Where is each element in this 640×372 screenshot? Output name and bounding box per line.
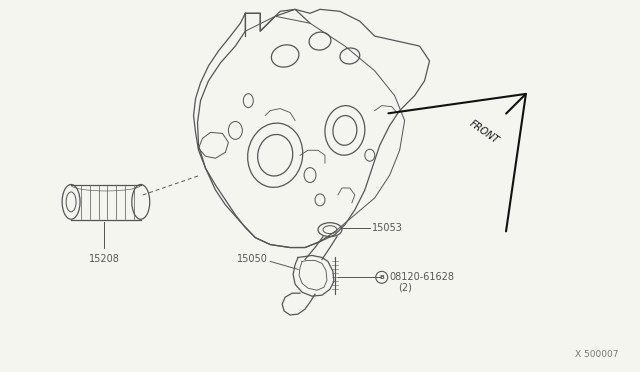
Text: B: B: [380, 275, 384, 280]
Text: 15053: 15053: [372, 223, 403, 233]
Text: 15050: 15050: [237, 254, 268, 264]
Text: X 500007: X 500007: [575, 350, 619, 359]
Text: (2): (2): [397, 282, 412, 292]
Text: 08120-61628: 08120-61628: [390, 272, 454, 282]
Text: 15208: 15208: [88, 254, 120, 264]
Text: FRONT: FRONT: [467, 119, 500, 146]
